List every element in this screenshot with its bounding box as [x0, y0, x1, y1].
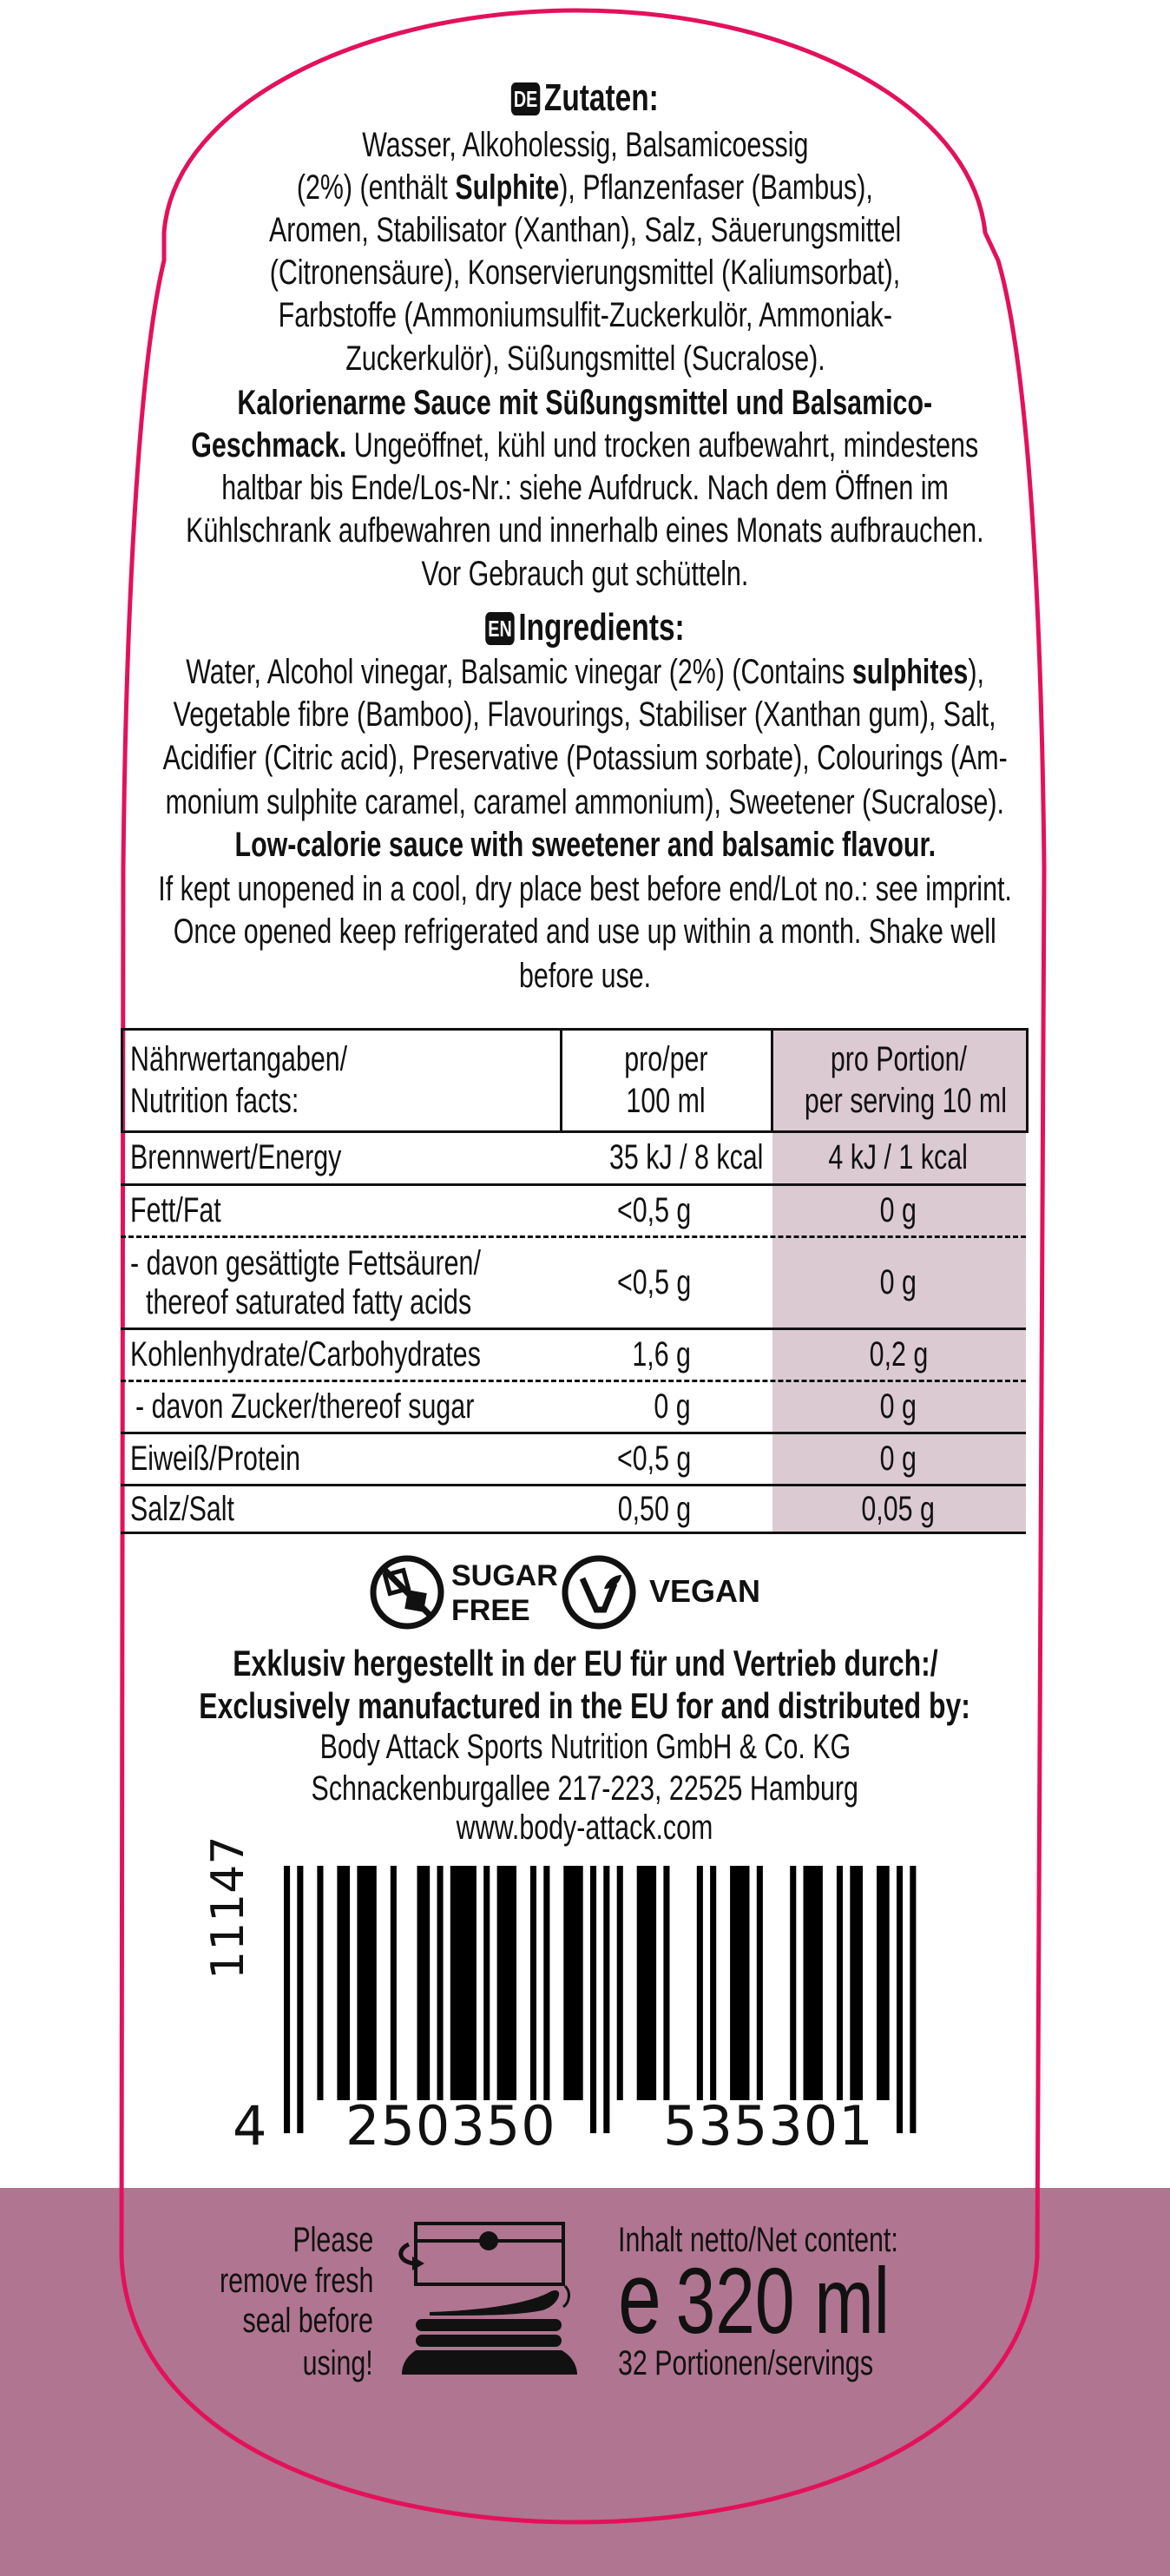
barcode-bar: [877, 1866, 890, 2100]
barcode-bar: [563, 1866, 583, 2100]
header-per-serving: per serving 10 ml: [804, 1082, 1007, 1120]
barcode-bar: [897, 1866, 904, 2133]
header-per100: pro/per: [623, 1040, 708, 1078]
de-title: Zutaten:: [544, 76, 659, 119]
net-content-label: Inhalt netto/Net content:: [618, 2221, 898, 2259]
barcode-bar: [284, 1866, 291, 2133]
barcode-bar: [663, 1866, 670, 2100]
de-line: Geschmack. Ungeöffnet, kühl und trocken …: [191, 426, 979, 464]
de-line: Kühlschrank aufbewahren und innerhalb ei…: [186, 511, 984, 550]
barcode-bar: [730, 1866, 750, 2100]
de-ingredients-heading: DE Zutaten:: [0, 76, 1170, 120]
en-title: Ingredients:: [518, 606, 685, 649]
table-header-box: [121, 1028, 1029, 1133]
manufacturer-heading-de: Exklusiv hergestellt in der EU für und V…: [232, 1643, 938, 1683]
en-line: Vegetable fibre (Bamboo), Flavourings, S…: [174, 695, 996, 734]
seal-instruction: remove fresh: [219, 2262, 373, 2300]
barcode-digits-left: 250350: [345, 2094, 556, 2158]
en-line: Acidifier (Citric acid), Preservative (P…: [162, 739, 1008, 777]
vegan-label: VEGAN: [649, 1573, 761, 1609]
barcode-bar: [636, 1866, 657, 2100]
seal-instruction: Please: [292, 2221, 373, 2259]
en-ingredients-heading: EN Ingredients:: [0, 606, 1170, 649]
header-per-serving: pro Portion/: [830, 1040, 967, 1078]
barcode-bar: [317, 1866, 324, 2100]
en-line: If kept unopened in a cool, dry place be…: [158, 870, 1012, 908]
barcode-bar: [696, 1866, 703, 2100]
company-name: Body Attack Sports Nutrition GmbH & Co. …: [319, 1728, 851, 1766]
barcode-bar: [496, 1866, 516, 2100]
row-divider-dashed: [121, 1235, 1026, 1238]
estimated-sign-icon: e: [618, 2241, 661, 2355]
barcode-bar: [836, 1866, 843, 2100]
net-content-value: e 320 ml: [618, 2241, 890, 2355]
allergen-sulphites: sulphites: [851, 653, 969, 691]
en-line: monium sulphite caramel, caramel ammoniu…: [165, 783, 1005, 821]
row-divider: [121, 1484, 1026, 1486]
barcode-digit-first: 4: [233, 2094, 267, 2158]
servings-count: 32 Portionen/servings: [618, 2344, 874, 2382]
sugar-free-icon: [370, 1555, 444, 1630]
en-line: Water, Alcohol vinegar, Balsamic vinegar…: [186, 653, 984, 691]
barcode-bar: [417, 1866, 431, 2100]
row-divider: [121, 1328, 1026, 1330]
en-line: before use.: [518, 957, 652, 995]
seal-instruction: using!: [302, 2344, 373, 2382]
sugar-free-label: SUGAR FREE: [451, 1559, 558, 1627]
barcode-bar: [297, 1866, 304, 2133]
row-divider: [121, 1183, 1026, 1186]
barcode-bar: [337, 1866, 351, 2100]
manufacturer-heading-en: Exclusively manufactured in the EU for a…: [199, 1685, 971, 1726]
barcode-bar: [850, 1866, 863, 2100]
header-label: Nährwertangaben/: [130, 1040, 348, 1078]
de-line: (Citronensäure), Konservierungsmittel (K…: [269, 254, 901, 292]
column-divider: [771, 1028, 773, 1130]
barcode: [284, 1866, 917, 2133]
de-line: Vor Gebrauch gut schütteln.: [421, 555, 749, 593]
seal-instruction: seal before: [242, 2302, 373, 2340]
de-line: Wasser, Alkoholessig, Balsamicoessig: [361, 126, 809, 164]
remove-seal-icon: [398, 2222, 577, 2375]
barcode-bar: [756, 1866, 763, 2100]
barcode-bar: [390, 1866, 397, 2100]
barcode-bar: [357, 1866, 377, 2100]
header-label: Nutrition facts:: [130, 1082, 299, 1120]
barcode-bar: [483, 1866, 490, 2100]
allergen-sulphite: Sulphite: [455, 168, 560, 207]
barcode-bar: [529, 1866, 536, 2100]
barcode-bar: [710, 1866, 717, 2100]
row-divider-dashed: [121, 1380, 1026, 1382]
de-line: Aromen, Stabilisator (Xanthan), Salz, Sä…: [268, 211, 902, 249]
column-divider: [560, 1028, 562, 1130]
de-line: Zuckerkulör), Süßungsmittel (Sucralose).: [345, 339, 825, 378]
row-divider: [121, 1432, 1026, 1434]
en-product-description: Low-calorie sauce with sweetener and bal…: [234, 826, 936, 864]
barcode-bar: [590, 1866, 597, 2133]
website-link[interactable]: www.body-attack.com: [457, 1808, 713, 1847]
serving-column-shade: [772, 1028, 1026, 1532]
barcode-bar: [616, 1866, 623, 2100]
de-product-description: Kalorienarme Sauce mit Süßungsmittel und…: [237, 384, 933, 422]
row-divider: [121, 1532, 1026, 1534]
barcode-bar: [450, 1866, 477, 2100]
vegan-icon: [562, 1555, 636, 1630]
bottom-color-band: [0, 2188, 1170, 2576]
barcode-bar: [437, 1866, 444, 2100]
de-line: haltbar bis Ende/Los-Nr.: siehe Aufdruck…: [221, 469, 949, 507]
de-line: Farbstoffe (Ammoniumsulfit-Zuckerkulör, …: [278, 296, 892, 334]
barcode-bar: [543, 1866, 550, 2100]
header-per100: 100 ml: [626, 1082, 706, 1120]
barcode-bar: [910, 1866, 917, 2133]
barcode-bar: [790, 1866, 797, 2100]
company-address: Schnackenburgallee 217-223, 22525 Hambur…: [311, 1769, 859, 1808]
de-line: (2%) (enthält Sulphite), Pflanzenfaser (…: [297, 168, 873, 207]
barcode-bar: [803, 1866, 823, 2100]
en-line: Once opened keep refrigerated and use up…: [173, 912, 997, 951]
barcode-digits-right: 535301: [663, 2094, 874, 2158]
de-language-badge: DE: [511, 82, 541, 115]
en-language-badge: EN: [485, 612, 515, 645]
barcode-bar: [603, 1866, 610, 2133]
